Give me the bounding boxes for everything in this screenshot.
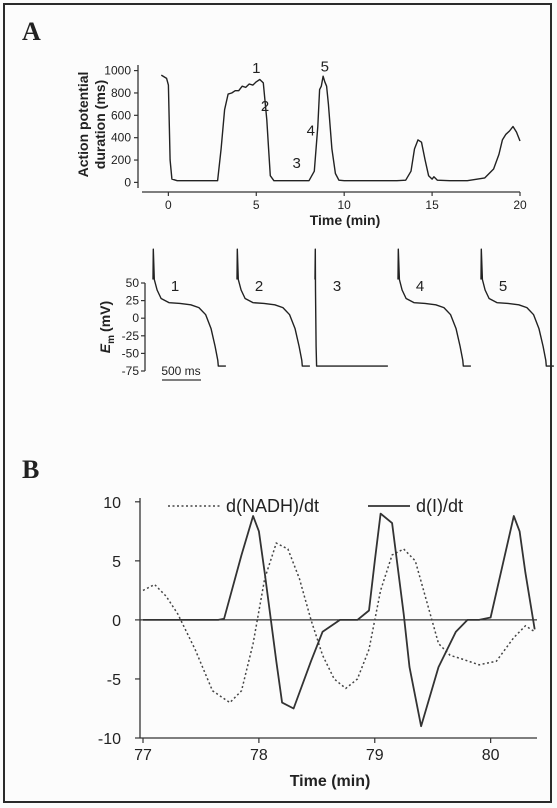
- ap-trace: [314, 248, 388, 367]
- x-tick-label: 5: [253, 198, 260, 212]
- y-tick-label: 800: [111, 86, 131, 100]
- y-tick-label: 200: [111, 153, 131, 167]
- b-y-tick-label: -10: [98, 731, 121, 748]
- b-x-tick-label: 80: [482, 747, 500, 764]
- em-y-tick-label: 0: [132, 311, 139, 325]
- b-x-tick-label: 79: [366, 747, 384, 764]
- em-y-axis-label: Em(mV): [97, 301, 117, 353]
- b-y-tick-label: 5: [112, 554, 121, 571]
- ap-trace: [480, 248, 554, 367]
- y-axis-label-line2: duration (ms): [92, 80, 108, 169]
- current-derivative-line: [143, 512, 536, 728]
- ap-trace-label: 1: [171, 278, 179, 295]
- y-axis-label-line1: Action potential: [75, 72, 91, 178]
- ap-trace: [236, 248, 310, 367]
- apd-annotation: 1: [252, 60, 260, 77]
- apd-annotation: 2: [261, 98, 269, 115]
- ap-trace-label: 5: [499, 278, 507, 295]
- scale-bar-label: 500 ms: [161, 364, 200, 378]
- b-x-tick-label: 78: [250, 747, 268, 764]
- x-tick-label: 15: [425, 198, 439, 212]
- b-y-tick-label: -5: [107, 672, 121, 689]
- ap-trace-label: 2: [255, 278, 263, 295]
- legend-label-current: d(I)/dt: [416, 496, 463, 516]
- em-y-tick-label: -75: [122, 364, 140, 378]
- b-x-tick-label: 77: [134, 747, 152, 764]
- x-axis-label: Time (min): [310, 212, 381, 228]
- b-y-tick-label: 0: [112, 613, 121, 630]
- em-y-tick-label: 50: [126, 276, 140, 290]
- derivative-chart: 77 78 79 80 -10 -5 0 5 10 Time (min) d(NADH)/dt d(I…: [98, 495, 537, 790]
- action-potential-traces: -75 -50 -25 0 25 50 Em(mV) 1 2 3 4 5 500 ms: [97, 248, 554, 381]
- apd-trace: [160, 74, 521, 182]
- b-x-axis-label: Time (min): [290, 773, 371, 790]
- x-tick-label: 20: [513, 198, 527, 212]
- panel-letter-a: A: [22, 17, 41, 46]
- legend-label-nadh: d(NADH)/dt: [226, 496, 319, 516]
- em-y-tick-label: -50: [122, 346, 140, 360]
- y-tick-label: 0: [124, 175, 131, 189]
- apd-annotation: 4: [307, 122, 315, 139]
- apd-annotation: 5: [321, 59, 329, 76]
- b-y-tick-label: 10: [103, 495, 121, 512]
- x-tick-label: 0: [165, 198, 172, 212]
- em-y-tick-label: -25: [122, 329, 140, 343]
- ap-trace: [397, 248, 471, 367]
- em-y-tick-label: 25: [126, 294, 140, 308]
- panel-letter-b: B: [22, 455, 39, 484]
- apd-annotation: 3: [293, 155, 301, 172]
- ap-trace-label: 3: [333, 278, 341, 295]
- ap-trace: [152, 248, 226, 367]
- y-tick-label: 600: [111, 108, 131, 122]
- ap-trace-label: 4: [416, 278, 424, 295]
- y-tick-label: 400: [111, 131, 131, 145]
- nadh-derivative-line: [142, 542, 536, 704]
- x-tick-label: 10: [338, 198, 352, 212]
- y-tick-label: 1000: [104, 64, 131, 78]
